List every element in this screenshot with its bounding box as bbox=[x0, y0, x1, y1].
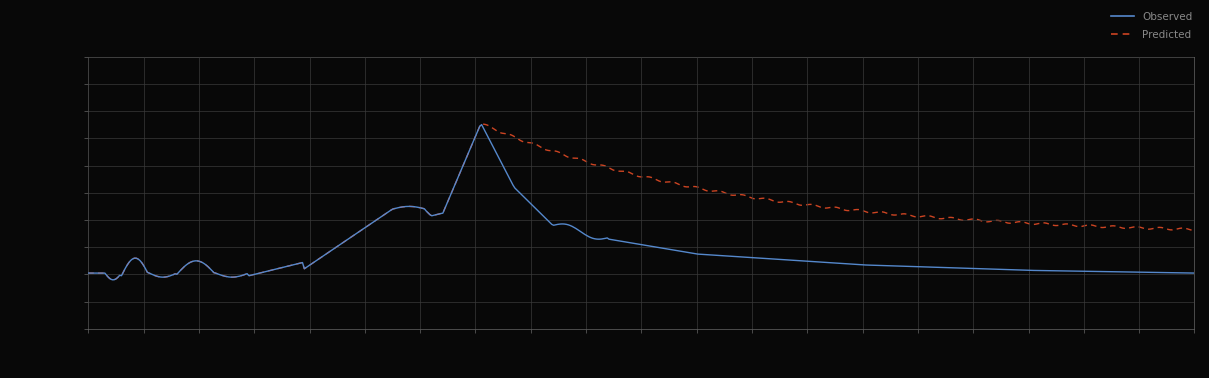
Predicted bbox=[278, 264, 293, 269]
Predicted bbox=[105, 277, 120, 282]
Predicted bbox=[368, 219, 382, 223]
Line: Observed: Observed bbox=[88, 125, 1194, 280]
Observed bbox=[474, 122, 488, 127]
Legend: Observed, Predicted: Observed, Predicted bbox=[1107, 8, 1197, 44]
Observed bbox=[368, 219, 382, 223]
Predicted bbox=[736, 193, 751, 197]
Observed bbox=[278, 264, 293, 269]
Predicted bbox=[823, 205, 838, 210]
Observed bbox=[823, 260, 838, 265]
Predicted bbox=[81, 271, 96, 275]
Line: Predicted: Predicted bbox=[88, 124, 1194, 280]
Predicted bbox=[585, 162, 600, 167]
Observed bbox=[1187, 271, 1202, 275]
Observed bbox=[105, 277, 120, 282]
Observed bbox=[918, 265, 932, 269]
Observed bbox=[81, 271, 96, 275]
Predicted bbox=[918, 214, 932, 218]
Predicted bbox=[1187, 228, 1202, 233]
Predicted bbox=[474, 122, 488, 126]
Observed bbox=[736, 255, 751, 259]
Observed bbox=[585, 236, 600, 240]
